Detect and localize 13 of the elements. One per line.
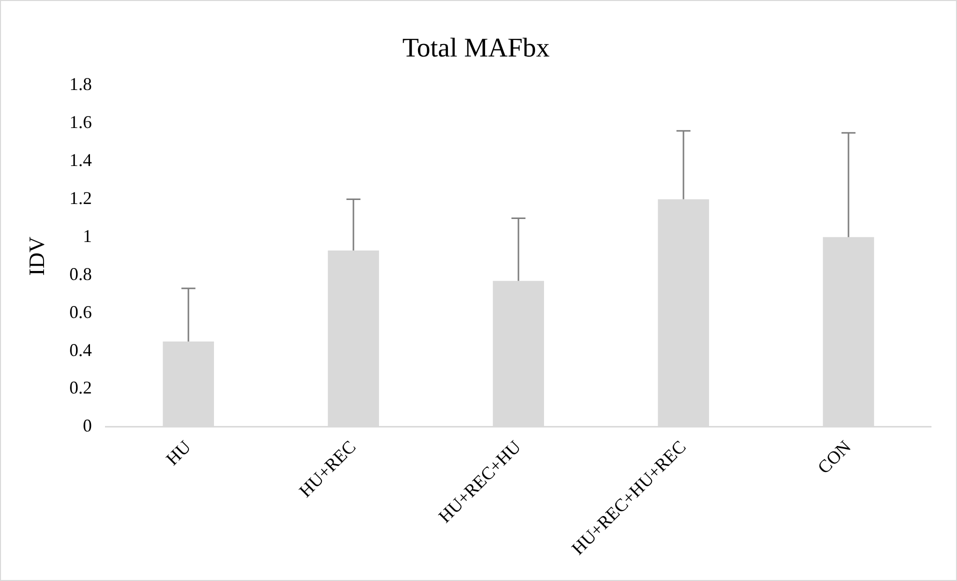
y-tick-label: 0.8: [69, 264, 92, 284]
y-tick-label: 1.6: [69, 112, 92, 132]
y-axis-title: IDV: [24, 236, 49, 276]
x-tick-label: HU: [162, 436, 195, 470]
chart-title: Total MAFbx: [402, 32, 550, 62]
y-tick-label: 1.8: [69, 74, 92, 94]
y-tick-label: 0.4: [69, 340, 92, 360]
y-tick-label: 0: [82, 416, 92, 436]
y-tick-label: 1.4: [69, 150, 92, 170]
y-tick-label: 1: [82, 226, 92, 246]
y-tick-label: 0.6: [69, 302, 92, 322]
y-tick-label: 1.2: [69, 188, 92, 208]
y-tick-label: 0.2: [69, 378, 92, 398]
